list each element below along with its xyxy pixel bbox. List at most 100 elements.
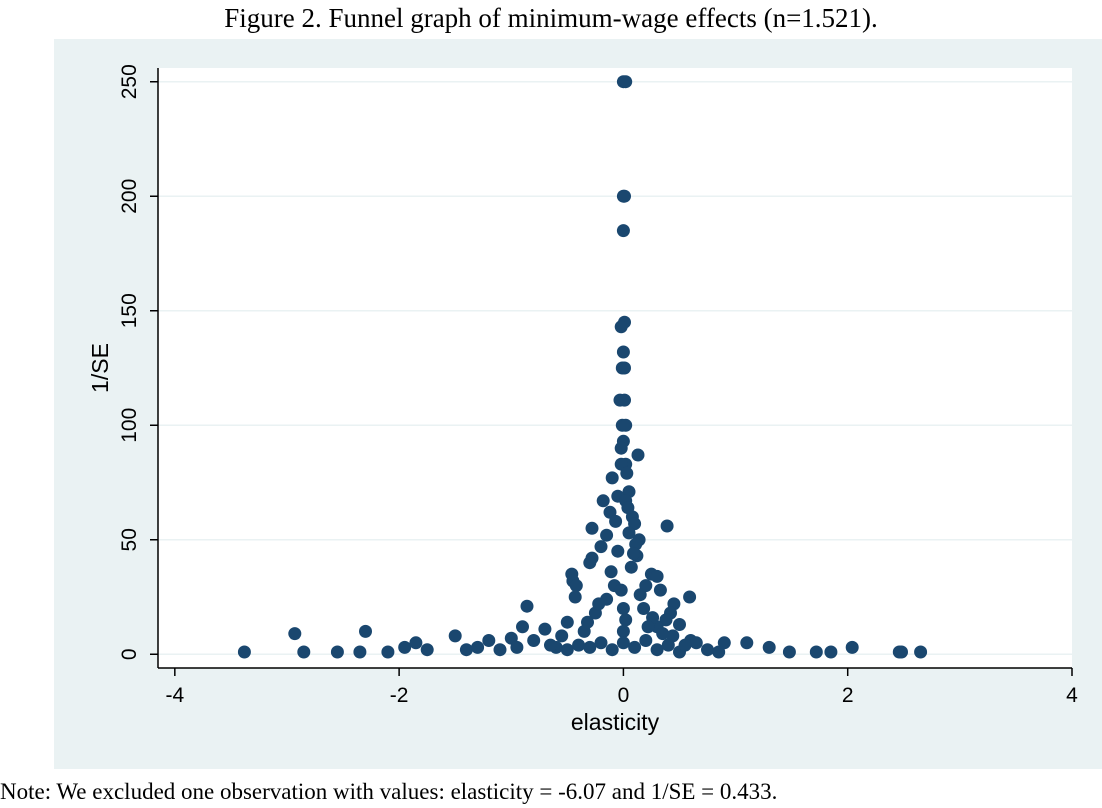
x-tick-label-2: 2 xyxy=(842,684,854,707)
data-point xyxy=(510,640,524,654)
data-point xyxy=(459,643,473,657)
data-point xyxy=(237,645,251,659)
data-point xyxy=(616,602,630,615)
data-point xyxy=(493,643,507,657)
data-point xyxy=(656,627,670,641)
data-point xyxy=(572,638,586,652)
y-tick-label-200: 200 xyxy=(118,179,141,214)
data-point xyxy=(359,624,372,638)
data-point xyxy=(555,629,569,643)
data-point xyxy=(596,494,610,508)
data-point xyxy=(689,636,703,650)
data-point xyxy=(628,640,642,654)
data-point xyxy=(600,528,614,542)
data-point xyxy=(809,645,823,659)
data-point xyxy=(712,645,726,659)
data-point xyxy=(740,636,754,650)
data-point xyxy=(914,645,928,659)
data-point xyxy=(618,393,631,407)
data-points xyxy=(237,75,928,659)
data-point xyxy=(621,501,635,515)
data-point xyxy=(782,645,796,659)
data-point xyxy=(288,627,302,641)
data-point xyxy=(845,640,859,654)
data-point xyxy=(616,636,630,650)
data-point xyxy=(619,75,633,89)
data-point xyxy=(544,638,557,652)
y-tick-label-0: 0 xyxy=(118,648,141,660)
x-tick-label-0: 0 xyxy=(618,684,630,707)
data-point xyxy=(605,643,619,657)
data-point xyxy=(594,540,608,554)
x-tick-label--4: -4 xyxy=(165,684,184,707)
data-point xyxy=(471,640,485,654)
data-point xyxy=(482,634,496,647)
data-point xyxy=(527,634,541,647)
data-point xyxy=(592,597,606,611)
data-point xyxy=(330,645,344,659)
plot-area xyxy=(158,68,1072,668)
y-axis-title: 1/SE xyxy=(87,343,113,393)
figure-note: Note: We excluded one observation with v… xyxy=(0,779,778,804)
data-point xyxy=(618,189,631,203)
data-point xyxy=(583,640,597,654)
y-tick-label-250: 250 xyxy=(118,64,141,99)
data-point xyxy=(568,590,582,604)
data-point xyxy=(659,613,673,627)
data-point xyxy=(639,634,653,647)
data-point xyxy=(353,645,367,659)
data-point xyxy=(560,643,574,657)
data-point xyxy=(683,590,697,604)
data-point xyxy=(585,521,599,535)
data-point xyxy=(619,418,633,432)
data-point xyxy=(661,638,675,652)
data-point xyxy=(614,441,628,455)
x-tick-label-4: 4 xyxy=(1066,684,1078,707)
data-point xyxy=(650,643,664,657)
y-tick-label-150: 150 xyxy=(118,293,141,328)
data-point xyxy=(581,615,594,629)
y-tick-label-100: 100 xyxy=(118,408,141,443)
data-point xyxy=(560,615,574,629)
data-point xyxy=(624,560,638,574)
data-point xyxy=(762,640,776,654)
data-point xyxy=(609,514,623,528)
data-point xyxy=(701,643,714,657)
data-point xyxy=(611,544,625,558)
data-point xyxy=(605,471,619,485)
data-point xyxy=(616,624,630,638)
data-point xyxy=(520,599,534,613)
data-point xyxy=(650,569,664,583)
y-tick-label-50: 50 xyxy=(118,528,141,551)
data-point xyxy=(622,526,636,540)
data-point xyxy=(660,519,674,533)
y-axis-ticks: 0 50 100 150 200 250 xyxy=(118,64,158,660)
data-point xyxy=(409,636,423,650)
data-point xyxy=(641,620,655,634)
x-axis-ticks: -4 -2 0 2 4 xyxy=(165,668,1078,707)
data-point xyxy=(616,345,630,359)
data-point xyxy=(594,636,608,650)
data-point xyxy=(420,643,434,657)
data-point xyxy=(620,466,634,480)
data-point xyxy=(824,645,838,659)
data-point xyxy=(633,588,647,602)
data-point xyxy=(619,613,633,627)
data-point xyxy=(614,583,628,597)
data-point xyxy=(614,320,628,334)
data-point xyxy=(538,622,552,636)
data-point xyxy=(653,583,667,597)
data-point xyxy=(637,602,651,615)
data-point xyxy=(895,645,908,659)
data-point xyxy=(583,556,597,570)
data-point xyxy=(673,618,686,631)
data-point xyxy=(569,579,583,593)
data-point xyxy=(516,620,529,634)
data-point xyxy=(627,547,640,560)
x-axis-title: elasticity xyxy=(571,709,660,735)
data-point xyxy=(616,224,630,238)
data-point xyxy=(604,565,618,579)
data-point xyxy=(678,638,692,652)
data-point xyxy=(398,640,412,654)
